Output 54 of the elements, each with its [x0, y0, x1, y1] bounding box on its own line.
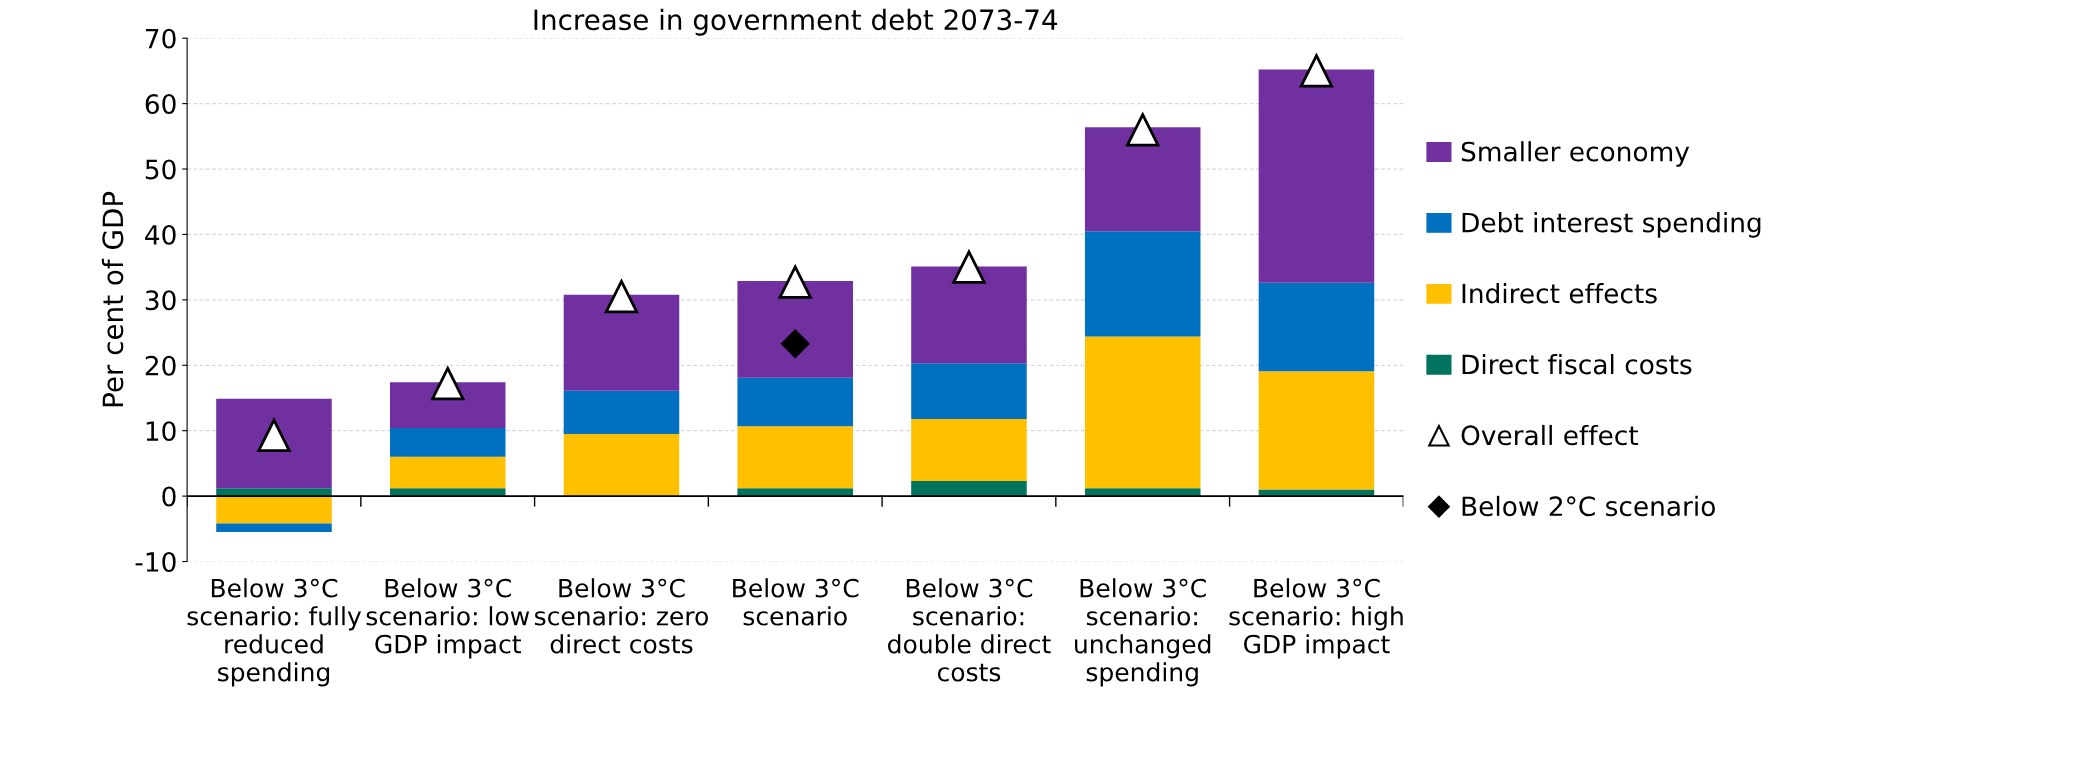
- point: [431, 366, 465, 401]
- point: [1126, 113, 1160, 147]
- bar: [563, 294, 680, 391]
- bar: [1084, 231, 1201, 337]
- bar: [737, 426, 853, 489]
- bar: [1258, 282, 1375, 372]
- bar: [563, 433, 680, 497]
- legend-label: Indirect effects: [1462, 283, 1657, 304]
- point: [952, 250, 986, 284]
- bar: [1084, 127, 1201, 232]
- x-tick-label: Below 3°C scenario: high GDP impact: [1229, 578, 1403, 659]
- bar: [216, 398, 332, 489]
- bar: [216, 488, 332, 497]
- x-tick-label: Below 3°C scenario: unchanged spending: [1075, 578, 1211, 687]
- bar: [737, 377, 853, 427]
- bar: [389, 456, 506, 489]
- bar: [1084, 336, 1201, 489]
- legend-label: Below 2°C scenario: [1462, 495, 1715, 517]
- x-tick-label: Below 3°C scenario: [733, 578, 859, 626]
- x-tick-label: Below 3°C scenario: double direct costs: [888, 578, 1051, 682]
- legend-label: Smaller economy: [1461, 141, 1690, 167]
- bar: [911, 418, 1027, 482]
- y-tick-label: 50: [145, 159, 176, 180]
- legend-label: Direct fiscal costs: [1462, 353, 1692, 375]
- y-tick-label: 40: [145, 224, 176, 245]
- bar: [1258, 371, 1375, 490]
- bar: [563, 390, 680, 434]
- bar: [389, 428, 506, 457]
- point: [604, 279, 639, 314]
- chart-title: Increase in government debt 2073-74: [534, 8, 1058, 36]
- x-tick-label: Below 3°C scenario: fully reduced spending: [187, 578, 362, 687]
- y-tick-label: 60: [145, 94, 176, 115]
- bar: [911, 266, 1027, 364]
- legend-label: Overall effect: [1461, 424, 1639, 446]
- bar: [389, 382, 506, 429]
- point: [777, 263, 813, 299]
- y-tick-label: 20: [145, 355, 176, 376]
- x-tick-label: Below 3°C scenario: low GDP impact: [366, 578, 530, 659]
- y-tick-label: 10: [146, 421, 176, 442]
- x-tick-label: Below 3°C scenario: zero direct costs: [534, 578, 708, 654]
- bar: [911, 363, 1027, 419]
- bar: [216, 496, 332, 524]
- bar: [911, 481, 1027, 497]
- bar: [737, 280, 853, 378]
- y-tick-label: 70: [145, 28, 176, 49]
- y-axis-title: Per cent of GDP: [101, 191, 124, 407]
- legend-label: Debt interest spending: [1462, 212, 1761, 238]
- bar: [216, 523, 332, 533]
- y-tick-label: 30: [145, 290, 176, 311]
- bar: [1258, 69, 1375, 283]
- point: [1299, 54, 1334, 88]
- y-tick-label: -10: [135, 551, 176, 572]
- bar: [737, 488, 853, 497]
- y-tick-label: 0: [162, 486, 176, 507]
